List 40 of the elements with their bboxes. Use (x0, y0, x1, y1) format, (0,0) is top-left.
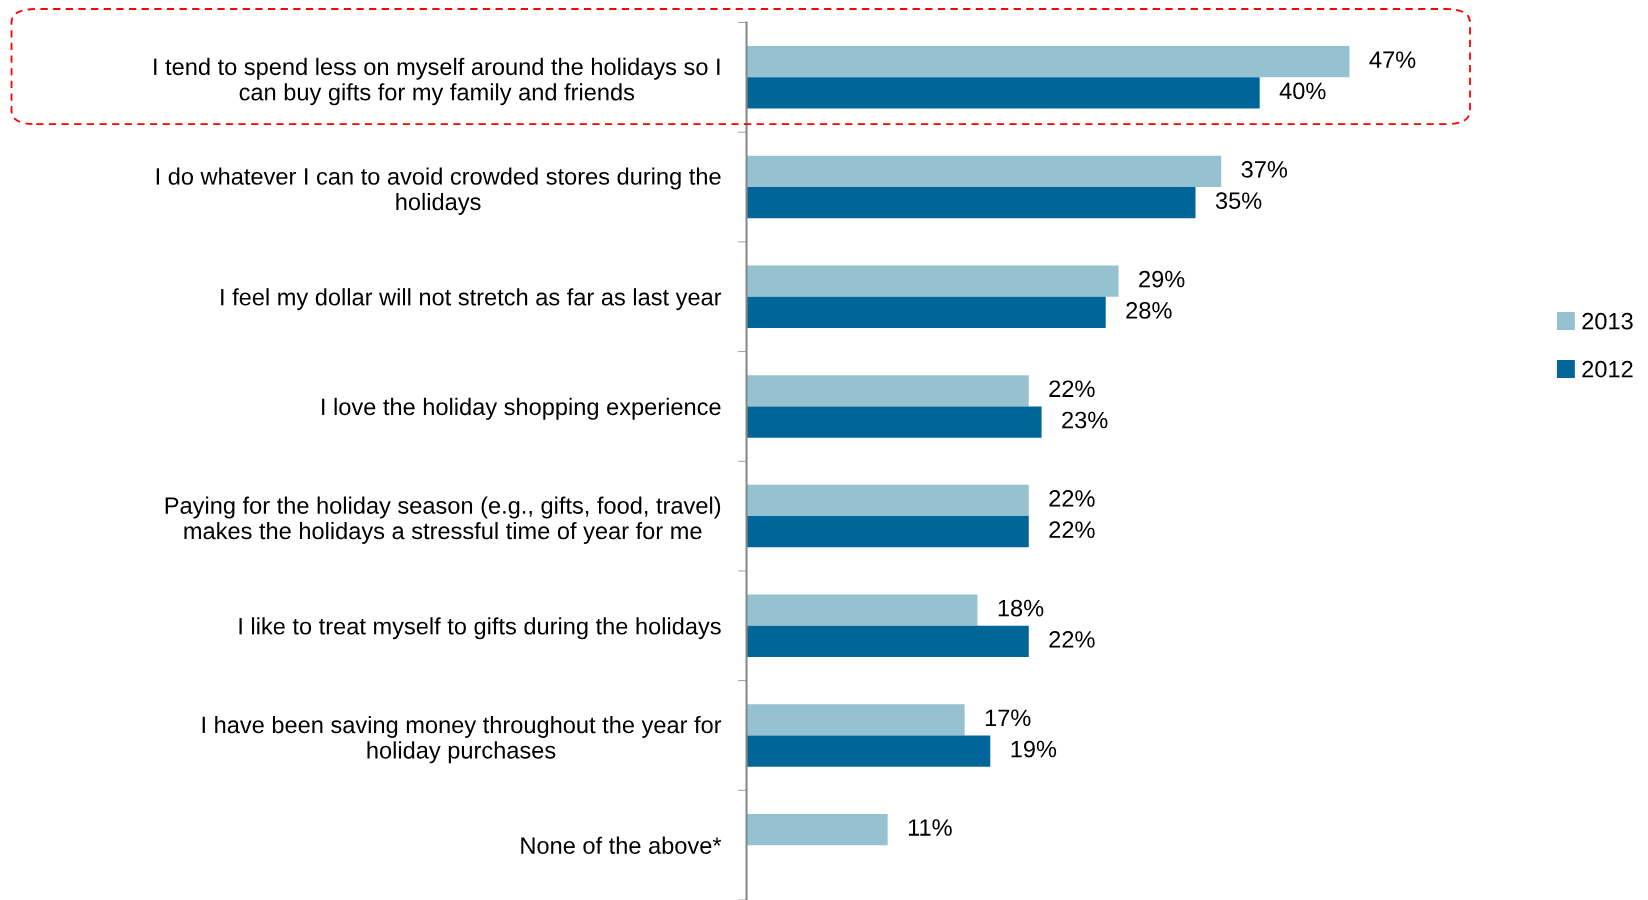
bar (746, 187, 1196, 219)
bar (746, 484, 1029, 517)
y-tick-label: I feel my dollar will not stretch as far as last year (221, 288, 722, 311)
bar (746, 594, 978, 626)
y-tick-label: I have been saving money throughout the year for holiday purchases (202, 715, 722, 764)
bar (746, 46, 1350, 78)
data-label: 40% (1279, 82, 1326, 100)
bar (746, 155, 1222, 188)
bar (746, 625, 1029, 658)
data-label: 22% (1049, 490, 1095, 507)
y-tick-label: I tend to spend less on myself around the holidays so I can buy gifts for my family and friends (154, 57, 720, 106)
bar (746, 296, 1106, 328)
bar (746, 735, 991, 767)
data-label: 22% (1049, 521, 1095, 538)
data-label: 23% (1062, 411, 1108, 429)
data-label: 35% (1215, 192, 1262, 209)
bar (746, 265, 1119, 297)
bar (746, 516, 1029, 548)
bar (746, 77, 1260, 109)
y-tick-label: Paying for the holiday season (e.g., gifts, food, travel) makes the holidays a stressful time of year for me (165, 496, 721, 544)
data-label: 28% (1126, 301, 1172, 319)
data-label: 47% (1369, 51, 1416, 68)
y-tick-label: I do whatever I can to avoid crowded stores during the holidays (156, 167, 721, 215)
legend-label: 2012 (1582, 360, 1633, 378)
data-label: 29% (1139, 270, 1185, 288)
data-label: 19% (1011, 740, 1057, 758)
bar (746, 704, 965, 736)
data-label: 22% (1049, 380, 1095, 398)
data-label: 22% (1049, 631, 1095, 648)
data-label: 11% (908, 819, 952, 836)
data-label: 17% (985, 709, 1031, 727)
bar (746, 406, 1042, 438)
bar (746, 375, 1029, 407)
legend-label: 2013 (1582, 312, 1633, 330)
y-tick-label: I love the holiday shopping experience (322, 397, 721, 420)
data-label: 18% (998, 599, 1044, 617)
bar (746, 813, 888, 846)
y-tick-label: I like to treat myself to gifts during the holidays (239, 617, 721, 640)
y-tick-label: None of the above* (521, 836, 722, 854)
data-label: 37% (1241, 161, 1288, 178)
